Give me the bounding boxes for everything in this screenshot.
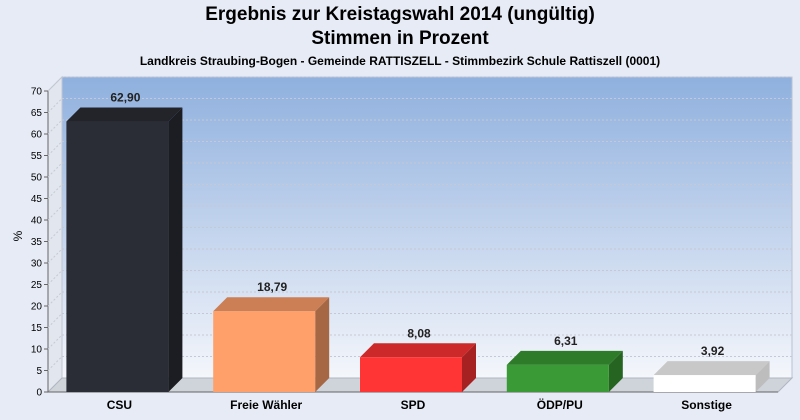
gridline-side bbox=[47, 270, 63, 285]
bar-side bbox=[608, 350, 623, 392]
chart-subtitle: Landkreis Straubing-Bogen - Gemeinde RAT… bbox=[139, 54, 661, 68]
gridline-side bbox=[47, 227, 63, 242]
y-tick-label: 25 bbox=[31, 280, 43, 291]
y-axis-label: % bbox=[11, 230, 25, 241]
bar-top bbox=[360, 343, 476, 358]
bar-front bbox=[66, 121, 169, 392]
data-label: 62,90 bbox=[110, 91, 140, 105]
gridline-side bbox=[47, 334, 63, 350]
data-label: 18,79 bbox=[257, 280, 287, 294]
y-tick-label: 5 bbox=[36, 366, 42, 377]
y-tick-label: 40 bbox=[31, 216, 43, 227]
gridline-side bbox=[47, 141, 63, 156]
y-tick-label: 20 bbox=[31, 302, 43, 313]
bar-side bbox=[462, 343, 476, 392]
gridline-side bbox=[47, 76, 63, 92]
chart-title-line2: Stimmen in Prozent bbox=[311, 28, 489, 49]
x-tick-label: SPD bbox=[401, 398, 426, 412]
x-tick-label: ÖDP/PU bbox=[537, 397, 583, 412]
gridline-side bbox=[47, 162, 63, 178]
bar-top bbox=[506, 350, 623, 365]
bar bbox=[653, 361, 770, 392]
gridline-side bbox=[47, 313, 63, 328]
bar-front bbox=[506, 364, 609, 392]
bar bbox=[506, 350, 623, 392]
gridline-side bbox=[47, 248, 63, 264]
y-tick-label: 60 bbox=[31, 130, 43, 141]
x-tick-label: CSU bbox=[107, 398, 132, 412]
bar-front bbox=[360, 357, 462, 392]
bar-top bbox=[653, 361, 770, 376]
bar-side bbox=[755, 361, 770, 392]
y-tick-label: 15 bbox=[31, 323, 43, 334]
gridline-side bbox=[47, 356, 63, 371]
bar-side bbox=[315, 297, 330, 392]
y-tick-label: 10 bbox=[31, 345, 43, 356]
gridline-side bbox=[47, 98, 63, 113]
bar-front bbox=[213, 311, 316, 392]
y-tick-label: 50 bbox=[31, 173, 43, 184]
data-label: 3,92 bbox=[701, 344, 725, 358]
data-label: 6,31 bbox=[554, 334, 578, 348]
y-tick-label: 70 bbox=[31, 87, 43, 98]
bar-side bbox=[168, 107, 183, 392]
bar bbox=[66, 107, 183, 392]
chart-title: Ergebnis zur Kreistagswahl 2014 (ungülti… bbox=[205, 4, 595, 25]
y-tick-label: 0 bbox=[36, 388, 42, 399]
bar bbox=[213, 297, 330, 392]
gridline-side bbox=[47, 184, 63, 199]
y-tick-label: 55 bbox=[31, 151, 43, 162]
y-tick-label: 45 bbox=[31, 194, 43, 205]
data-label: 8,08 bbox=[407, 326, 431, 340]
x-tick-label: Sonstige bbox=[681, 398, 732, 412]
gridline-side bbox=[47, 205, 63, 221]
bar-front bbox=[653, 375, 756, 392]
y-tick-label: 30 bbox=[31, 259, 43, 270]
y-tick-label: 65 bbox=[31, 108, 43, 119]
gridline-side bbox=[47, 291, 63, 307]
bar-top bbox=[66, 107, 183, 122]
bar-top bbox=[213, 297, 330, 312]
x-tick-label: Freie Wähler bbox=[230, 398, 302, 412]
gridline-side bbox=[47, 119, 63, 135]
bar bbox=[360, 343, 476, 392]
y-tick-label: 35 bbox=[31, 237, 43, 248]
